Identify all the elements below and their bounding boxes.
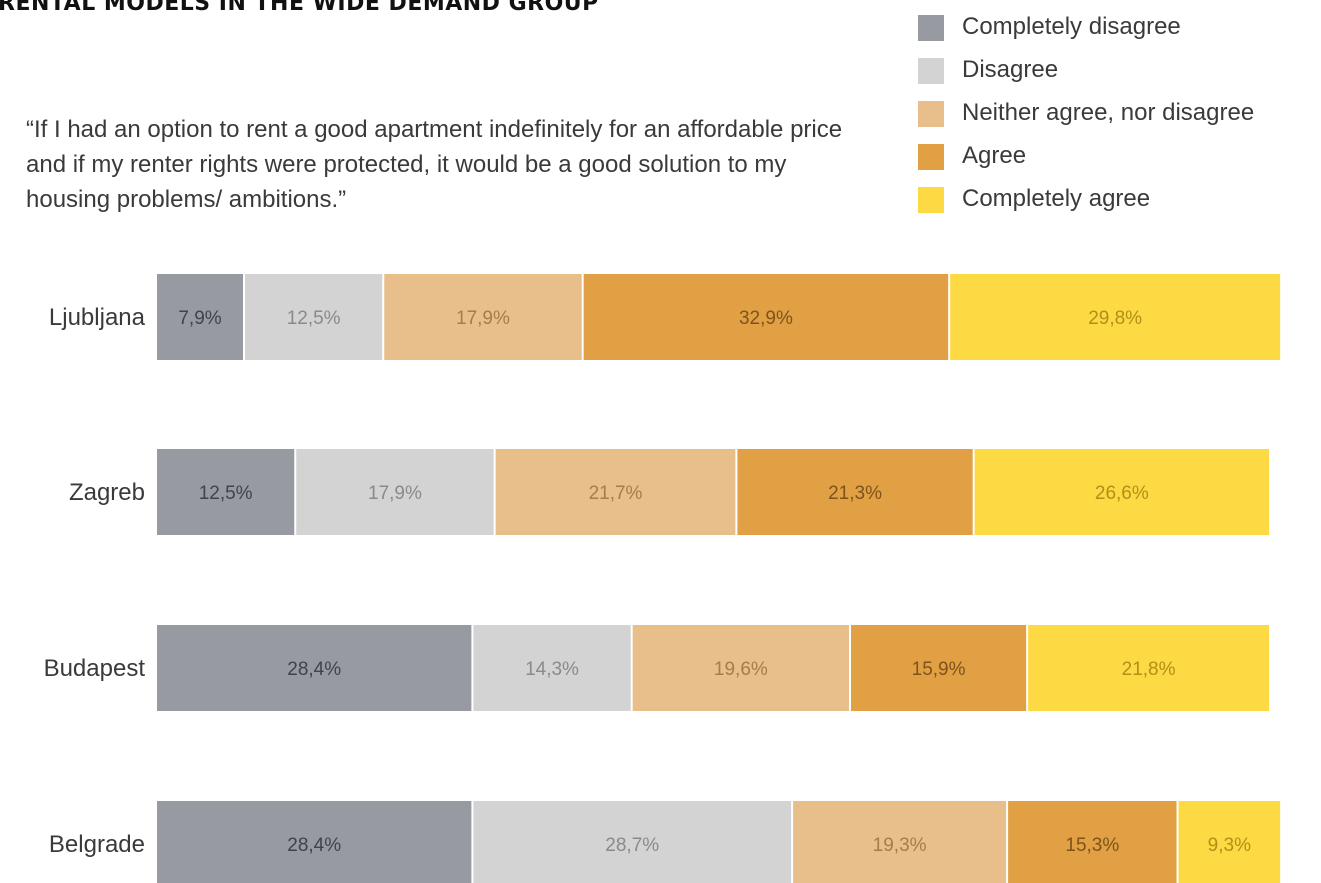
- data-label: 17,9%: [456, 308, 510, 329]
- legend-swatch: [918, 15, 944, 41]
- data-label: 21,7%: [589, 483, 643, 504]
- bar-segment: [1178, 801, 1281, 883]
- data-label: 21,8%: [1122, 659, 1176, 680]
- bar-segment: [1028, 625, 1269, 711]
- data-label: 29,8%: [1088, 308, 1142, 329]
- survey-quote: “If I had an option to rent a good apart…: [26, 116, 843, 213]
- category-label: Zagreb: [69, 479, 145, 506]
- data-label: 17,9%: [368, 483, 422, 504]
- bar-segment: [1008, 801, 1177, 883]
- data-label: 32,9%: [739, 308, 793, 329]
- bar-segment: [157, 274, 244, 360]
- legend-label: Completely agree: [962, 185, 1151, 212]
- bar-segment: [851, 625, 1027, 711]
- data-label: 19,6%: [714, 659, 768, 680]
- bar-segment: [950, 274, 1281, 360]
- bar-segment: [384, 274, 582, 360]
- bar-segment: [157, 625, 472, 711]
- category-label: Budapest: [44, 655, 146, 682]
- legend-label: Neither agree, nor disagree: [962, 99, 1255, 126]
- bar-segment: [632, 625, 850, 711]
- legend-label: Disagree: [962, 56, 1059, 83]
- category-label: Belgrade: [49, 831, 145, 858]
- chart-title: RENTAL MODELS IN THE WIDE DEMAND GROUP: [0, 0, 599, 16]
- bar-segment: [157, 801, 472, 883]
- legend-swatch: [918, 101, 944, 127]
- data-label: 19,3%: [873, 835, 927, 856]
- data-label: 21,3%: [828, 483, 882, 504]
- bar-segment: [583, 274, 949, 360]
- bar-segment: [974, 449, 1269, 535]
- bar-segment: [737, 449, 973, 535]
- legend-label: Agree: [962, 142, 1027, 169]
- data-label: 12,5%: [287, 308, 341, 329]
- data-label: 15,3%: [1065, 835, 1119, 856]
- bar-segment: [495, 449, 736, 535]
- data-label: 12,5%: [199, 483, 253, 504]
- data-label: 14,3%: [525, 659, 579, 680]
- data-label: 9,3%: [1208, 835, 1251, 856]
- bar-segment: [157, 449, 295, 535]
- data-label: 26,6%: [1095, 483, 1149, 504]
- data-label: 7,9%: [178, 308, 221, 329]
- legend-label: Completely disagree: [962, 13, 1181, 40]
- data-label: 15,9%: [912, 659, 966, 680]
- legend-swatch: [918, 187, 944, 213]
- data-label: 28,4%: [287, 659, 341, 680]
- data-label: 28,7%: [605, 835, 659, 856]
- legend-swatch: [918, 144, 944, 170]
- bar-segment: [296, 449, 494, 535]
- bar-segment: [793, 801, 1007, 883]
- bar-segment: [473, 801, 792, 883]
- bar-segment: [245, 274, 383, 360]
- bar-segment: [473, 625, 631, 711]
- legend-swatch: [918, 58, 944, 84]
- data-label: 28,4%: [287, 835, 341, 856]
- category-label: Ljubljana: [49, 304, 146, 331]
